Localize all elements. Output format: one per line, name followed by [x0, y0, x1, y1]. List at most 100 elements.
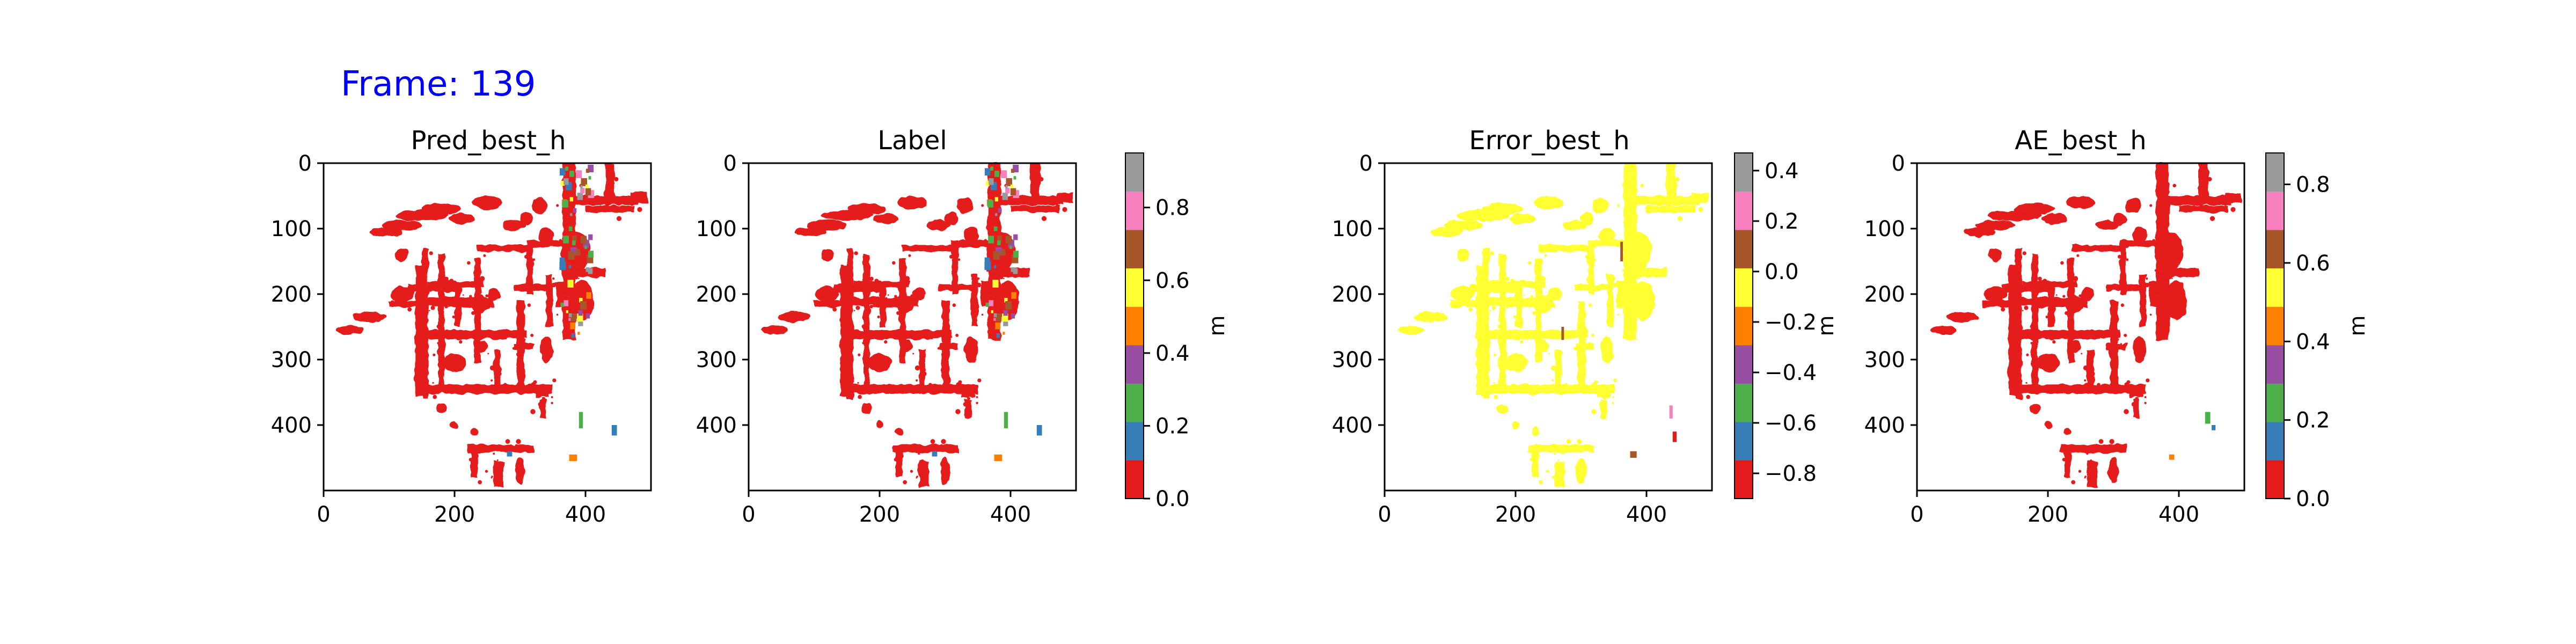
map-speck — [2146, 277, 2148, 280]
map-speck — [963, 401, 968, 407]
map-blob-region — [1531, 427, 1539, 436]
map-depth-cell — [997, 240, 1001, 245]
map-error-cell — [1672, 431, 1677, 442]
map-blob-region — [821, 248, 834, 261]
map-speck — [2114, 345, 2116, 347]
map-speck — [1612, 282, 1618, 288]
map-speck — [921, 473, 923, 475]
map-speck — [2081, 353, 2083, 355]
map-depth-cell — [575, 249, 581, 256]
map-blob-region — [2095, 220, 2119, 231]
map-depth-cell — [586, 313, 590, 319]
map-depth-cell — [559, 168, 566, 175]
map-speck — [2090, 371, 2095, 376]
map-speck — [1539, 480, 1543, 485]
map-speck — [2164, 236, 2167, 238]
map-speck — [2126, 380, 2131, 384]
map-speck — [407, 297, 409, 300]
map-speck — [874, 279, 879, 283]
x-tick-label: 200 — [1495, 502, 1536, 527]
map-speck — [1591, 409, 1597, 414]
map-speck — [1622, 269, 1625, 272]
map-blob-region — [1483, 203, 1523, 215]
map-speck — [2055, 294, 2058, 296]
map-depth-cell — [585, 188, 591, 196]
map-speck — [1602, 397, 1606, 400]
map-speck — [1523, 294, 1525, 296]
colorbar-band — [2266, 191, 2284, 230]
map-road-region — [422, 248, 429, 399]
map-blob-region — [762, 325, 788, 335]
map-speck — [2154, 269, 2157, 272]
map-road-region — [2139, 274, 2146, 327]
map-depth-cell — [1013, 268, 1018, 274]
map-speck — [572, 181, 576, 187]
map-speck — [2207, 177, 2212, 181]
map-blob-region — [2108, 458, 2119, 484]
colorbar-band — [2266, 460, 2284, 499]
map-speck — [989, 215, 994, 220]
map-depth-cell — [588, 234, 593, 240]
map-speck — [505, 439, 510, 444]
colorbar-band — [1735, 383, 1753, 422]
y-tick-label: 300 — [1332, 348, 1373, 372]
map-depth-cell — [993, 226, 998, 231]
map-speck — [885, 297, 888, 300]
map-speck — [2131, 401, 2136, 407]
map-speck — [1660, 205, 1663, 207]
map-speck — [433, 394, 437, 399]
map-road-region — [2133, 399, 2140, 419]
map-speck — [493, 452, 495, 455]
map-speck — [2124, 333, 2127, 337]
map-speck — [869, 304, 873, 309]
map-depth-cell — [565, 166, 569, 171]
map-speck — [552, 277, 555, 280]
map-speck — [1485, 378, 1490, 384]
map-speck — [1624, 290, 1629, 295]
map-speck — [2089, 473, 2091, 475]
map-speck — [957, 258, 961, 261]
map-blob-region — [2081, 287, 2094, 301]
map-speck — [469, 458, 473, 462]
map-speck — [2068, 341, 2072, 345]
map-speck — [2046, 280, 2051, 285]
map-speck — [2050, 303, 2054, 306]
map-speck — [1490, 251, 1494, 255]
colorbar-band — [2266, 230, 2284, 269]
map-depth-cell — [586, 267, 590, 272]
map-speck — [433, 353, 436, 356]
map-depth-cell — [984, 257, 990, 265]
map-speck — [2030, 324, 2035, 329]
y-tick-label: 400 — [1332, 413, 1373, 438]
map-depth-cell — [989, 300, 994, 306]
map-speck — [546, 287, 551, 291]
map-depth-cell — [566, 310, 568, 313]
map-speck — [423, 291, 428, 296]
x-tick-label: 200 — [859, 502, 900, 527]
map-depth-cell — [1006, 178, 1012, 186]
map-speck — [998, 201, 1002, 205]
map-speck — [1513, 315, 1516, 319]
y-tick-label: 100 — [1864, 217, 1905, 241]
map-speck — [452, 280, 457, 285]
map-speck — [898, 460, 901, 463]
map-blob-region — [2015, 203, 2055, 215]
map-blob-region — [473, 196, 502, 209]
map-speck — [2216, 209, 2219, 211]
colorbar-tick-label: −0.8 — [1765, 462, 1817, 486]
y-tick-label: 300 — [1864, 348, 1905, 372]
map-speck — [1030, 201, 1035, 207]
colorbar-frame — [1125, 152, 1144, 499]
map-speck — [910, 294, 914, 298]
map-speck — [2146, 378, 2150, 383]
map-speck — [865, 277, 869, 282]
colorbar-label: m — [2345, 316, 2370, 336]
map-road-region — [2067, 310, 2074, 363]
colorbar-frame — [1734, 152, 1753, 499]
map-speck — [497, 371, 502, 376]
panel-title: Label — [877, 126, 947, 156]
map-blob-region — [443, 354, 466, 372]
map-road-region — [1555, 461, 1565, 487]
map-road-region — [899, 310, 906, 363]
map-speck — [2045, 296, 2048, 299]
